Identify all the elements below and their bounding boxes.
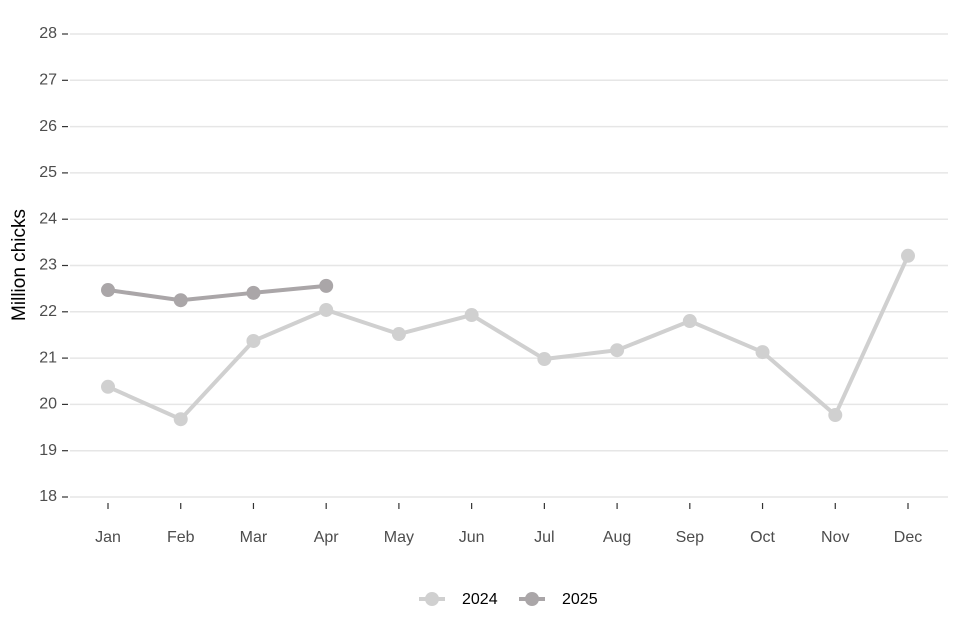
point <box>246 333 261 348</box>
x-tick-label: Feb <box>167 529 195 546</box>
point <box>173 293 188 308</box>
y-tick-label: 28 <box>39 25 57 42</box>
x-tick-label: Apr <box>314 529 340 546</box>
point <box>755 345 770 360</box>
x-tick-label: Oct <box>750 529 775 546</box>
point <box>101 379 115 394</box>
point <box>464 308 479 323</box>
point <box>319 278 334 293</box>
y-tick-label: 21 <box>39 349 57 366</box>
legend-swatch <box>425 592 439 606</box>
point <box>391 327 406 342</box>
x-tick-label: Aug <box>603 529 631 546</box>
series-line <box>107 283 327 303</box>
point <box>537 352 552 367</box>
point <box>610 343 625 358</box>
y-axis-title: Million chicks <box>9 209 30 321</box>
x-tick-label: Sep <box>676 529 705 546</box>
y-tick-label: 19 <box>39 442 57 459</box>
y-tick-label: 25 <box>39 164 57 181</box>
y-tick-label: 18 <box>39 488 57 505</box>
y-tick-label: 20 <box>39 396 57 413</box>
y-tick-label: 23 <box>39 257 57 274</box>
y-tick-label: 26 <box>39 118 57 135</box>
point <box>901 248 915 263</box>
x-tick-label: Nov <box>821 529 849 546</box>
x-tick-label: Mar <box>240 529 268 546</box>
point <box>173 412 188 427</box>
legend-swatch <box>525 592 539 606</box>
x-tick-label: May <box>384 529 414 546</box>
point <box>682 314 697 329</box>
y-tick-label: 22 <box>39 303 57 320</box>
x-tick-label: Jan <box>95 529 121 546</box>
point <box>828 408 843 423</box>
series-line <box>107 254 910 422</box>
x-tick-label: Dec <box>894 529 922 546</box>
legend-label: 2025 <box>562 591 598 608</box>
point <box>319 302 334 317</box>
x-tick-label: Jun <box>459 529 485 546</box>
x-tick-label: Jul <box>534 529 554 546</box>
point <box>101 283 115 298</box>
y-tick-label: 27 <box>39 72 57 89</box>
y-tick-label: 24 <box>39 210 57 227</box>
legend-label: 2024 <box>462 591 498 608</box>
point <box>246 285 261 300</box>
